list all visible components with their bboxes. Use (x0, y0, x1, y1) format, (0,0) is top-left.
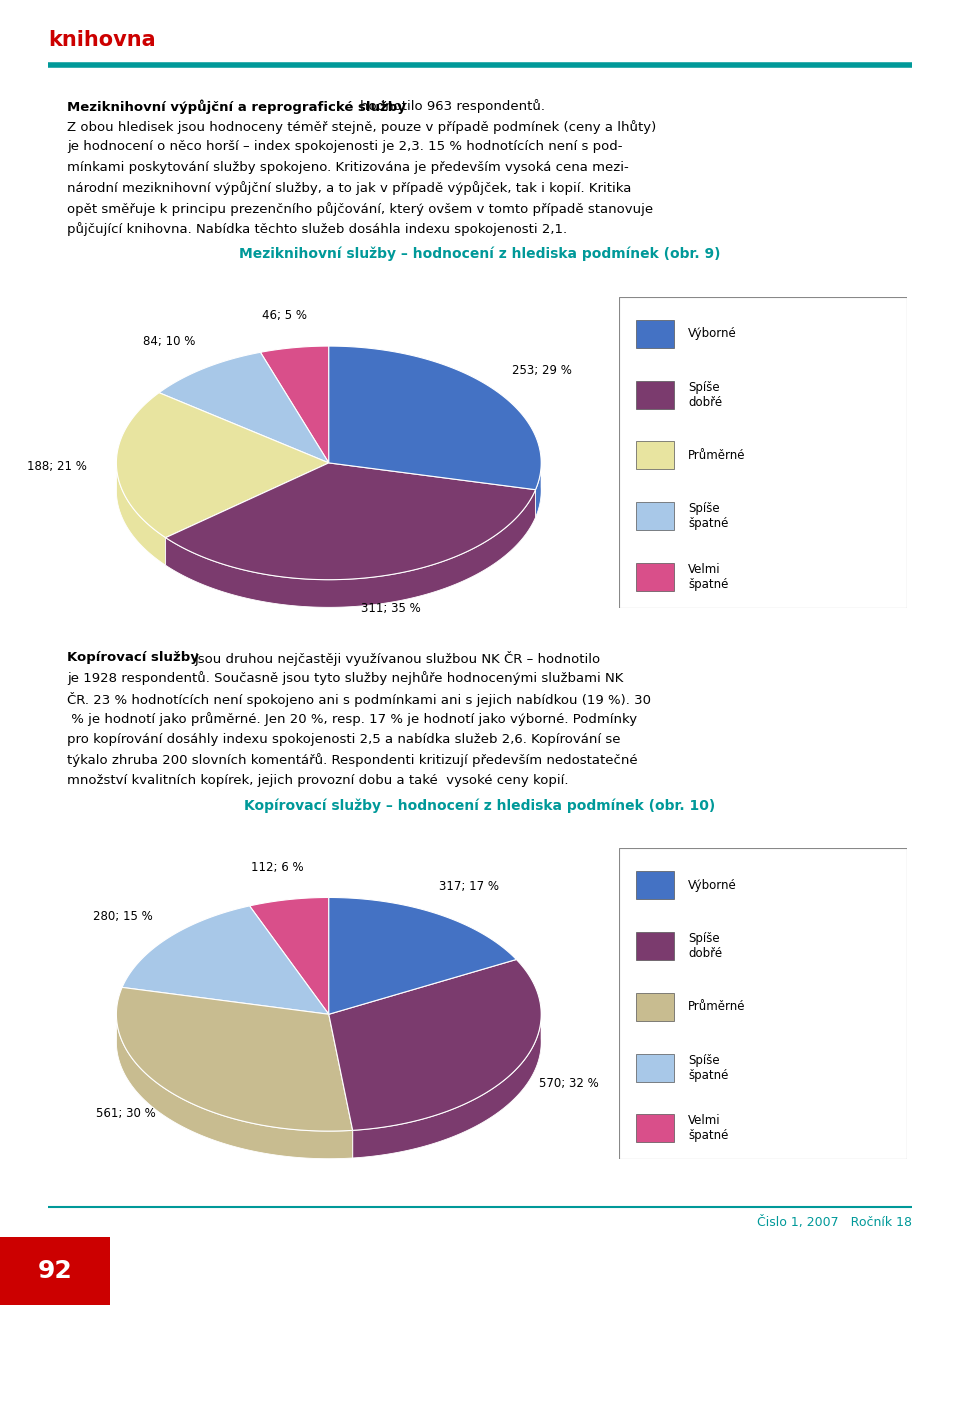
Bar (636, 562, 674, 590)
Text: množství kvalitních kopírek, jejich provozní dobu a také  vysoké ceny kopií.: množství kvalitních kopírek, jejich prov… (67, 773, 568, 787)
Text: % je hodnotí jako průměrné. Jen 20 %, resp. 17 % je hodnotí jako výborné. Podmín: % je hodnotí jako průměrné. Jen 20 %, re… (67, 712, 637, 726)
Text: knihovna: knihovna (48, 30, 156, 50)
Text: Kopírovací služby: Kopírovací služby (67, 650, 199, 664)
Text: 92: 92 (37, 1259, 73, 1283)
Text: Průměrné: Průměrné (688, 449, 746, 462)
Text: Z obou hledisek jsou hodnoceny téměř stejně, pouze v případě podmínek (ceny a lh: Z obou hledisek jsou hodnoceny téměř ste… (67, 119, 657, 133)
Text: Spíše
dobřé: Spíše dobřé (688, 932, 723, 960)
Polygon shape (122, 906, 328, 1014)
Text: národní meziknihovní výpůjční služby, a to jak v případě výpůjček, tak i kopií. : národní meziknihovní výpůjční služby, a … (67, 181, 632, 195)
Polygon shape (328, 898, 516, 1014)
Text: týkalo zhruba 200 slovních komentářů. Respondenti kritizují především nedostateč: týkalo zhruba 200 slovních komentářů. Re… (67, 753, 637, 767)
Bar (636, 320, 674, 348)
Bar (636, 1054, 674, 1082)
Bar (636, 871, 674, 899)
Text: Výborné: Výborné (688, 879, 737, 892)
Text: 570; 32 %: 570; 32 % (540, 1078, 599, 1090)
Bar (636, 993, 674, 1021)
Bar (636, 442, 674, 470)
Text: ČR. 23 % hodnotících není spokojeno ani s podmínkami ani s jejich nabídkou (19 %: ČR. 23 % hodnotících není spokojeno ani … (67, 691, 651, 707)
Text: 280; 15 %: 280; 15 % (93, 910, 153, 923)
Bar (636, 381, 674, 409)
Text: Kopírovací služby – hodnocení z hlediska podmínek (obr. 10): Kopírovací služby – hodnocení z hlediska… (245, 799, 715, 813)
Polygon shape (536, 459, 541, 517)
Polygon shape (116, 459, 166, 565)
Text: 311; 35 %: 311; 35 % (361, 602, 421, 615)
Bar (636, 1114, 674, 1143)
Text: opět směřuje k principu prezenčního půjčování, který ovšem v tomto případě stano: opět směřuje k principu prezenčního půjč… (67, 201, 654, 215)
Text: Čislo 1, 2007   Ročník 18: Čislo 1, 2007 Ročník 18 (757, 1216, 912, 1229)
Text: pro kopírování dosáhly indexu spokojenosti 2,5 a nabídka služeb 2,6. Kopírování : pro kopírování dosáhly indexu spokojenos… (67, 732, 621, 746)
Polygon shape (328, 960, 541, 1130)
Text: Spíše
špatné: Spíše špatné (688, 1054, 729, 1082)
Text: Meziknihovní výpůjční a reprografické služby: Meziknihovní výpůjční a reprografické sl… (67, 99, 406, 113)
Text: 46; 5 %: 46; 5 % (262, 309, 307, 321)
Text: Velmi
špatné: Velmi špatné (688, 564, 729, 590)
Text: 84; 10 %: 84; 10 % (143, 336, 196, 348)
Polygon shape (250, 898, 328, 1014)
Text: hodnotilo 963 respondentů.: hodnotilo 963 respondentů. (360, 99, 545, 113)
Text: Výborné: Výborné (688, 327, 737, 340)
Polygon shape (166, 490, 536, 607)
Text: 561; 30 %: 561; 30 % (96, 1107, 156, 1120)
Text: Průměrné: Průměrné (688, 1000, 746, 1014)
Polygon shape (328, 346, 541, 490)
Polygon shape (116, 1011, 352, 1158)
Polygon shape (116, 987, 352, 1131)
Polygon shape (260, 346, 328, 463)
Text: jsou druhou nejčastěji využívanou službou NK ČR – hodnotilo: jsou druhou nejčastěji využívanou službo… (194, 650, 600, 666)
Text: 253; 29 %: 253; 29 % (512, 364, 572, 377)
Polygon shape (116, 392, 328, 538)
Polygon shape (159, 353, 328, 463)
Text: půjčující knihovna. Nabídka těchto služeb dosáhla indexu spokojenosti 2,1.: půjčující knihovna. Nabídka těchto služe… (67, 222, 567, 236)
Text: 112; 6 %: 112; 6 % (251, 861, 303, 874)
Bar (636, 932, 674, 960)
Text: Spíše
dobřé: Spíše dobřé (688, 381, 723, 409)
Polygon shape (166, 463, 536, 579)
Text: Spíše
špatné: Spíše špatné (688, 503, 729, 530)
Text: je hodnocení o něco horší – index spokojenosti je 2,3. 15 % hodnotících není s p: je hodnocení o něco horší – index spokoj… (67, 140, 623, 153)
Text: Meziknihovní služby – hodnocení z hlediska podmínek (obr. 9): Meziknihovní služby – hodnocení z hledis… (239, 246, 721, 262)
Text: mínkami poskytování služby spokojeno. Kritizována je především vysoká cena mezi-: mínkami poskytování služby spokojeno. Kr… (67, 160, 629, 174)
Text: 188; 21 %: 188; 21 % (27, 460, 87, 473)
Polygon shape (352, 1011, 541, 1158)
Text: 317; 17 %: 317; 17 % (439, 879, 499, 892)
Bar (636, 503, 674, 530)
Text: Velmi
špatné: Velmi špatné (688, 1114, 729, 1143)
Text: je 1928 respondentů. Současně jsou tyto služby nejhůře hodnocenými službami NK: je 1928 respondentů. Současně jsou tyto … (67, 671, 624, 685)
